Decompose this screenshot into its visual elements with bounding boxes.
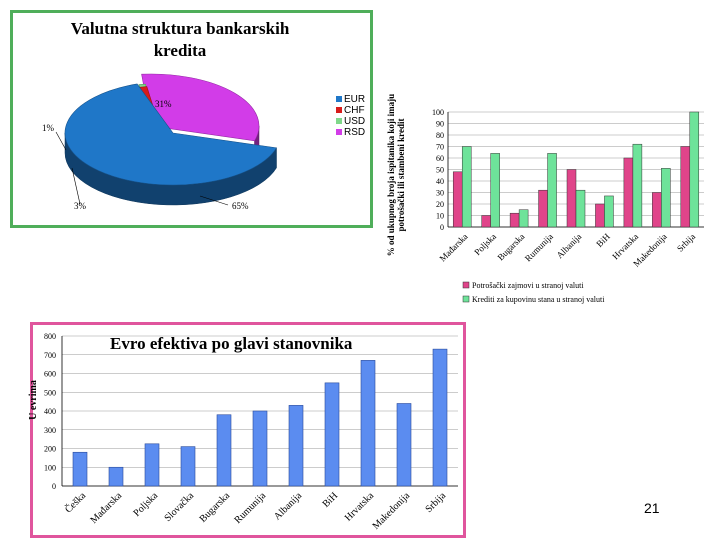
pie-label-eur: 65% xyxy=(232,201,249,211)
legend-entry-chf: CHF xyxy=(336,105,365,116)
legend-label: Potrošački zajmovi u stranoj valuti xyxy=(472,281,584,290)
y-tick-label: 100 xyxy=(44,463,56,472)
stambeni-bar-3 xyxy=(547,153,557,228)
evro-bar-6 xyxy=(288,405,304,487)
legend-label: EUR xyxy=(344,94,366,105)
evro-bar-1 xyxy=(108,466,124,487)
x-category-label: Albanija xyxy=(554,231,583,260)
stambeni-bar-7 xyxy=(661,168,671,228)
x-category-label: Bugarska xyxy=(495,231,526,262)
pie-slice-rsd xyxy=(141,73,260,142)
pie-label-usd: 1% xyxy=(42,123,55,133)
page-number: 21 xyxy=(644,500,660,516)
stambeni-bar-2 xyxy=(518,209,529,228)
x-category-label: Poljska xyxy=(472,231,498,257)
evro-bar-9 xyxy=(396,403,412,487)
potrosacki-bar-5 xyxy=(595,203,605,228)
y-tick-label: 700 xyxy=(44,351,56,360)
evro-bar-4 xyxy=(216,414,232,487)
evro-chart-ylabel: U evrima xyxy=(28,380,39,420)
legend-entry-eur: EUR xyxy=(336,94,365,105)
legend-entry-usd: USD xyxy=(336,116,365,127)
y-tick-label: 200 xyxy=(44,445,56,454)
potrosacki-bar-0 xyxy=(452,171,463,228)
evro-bar-7 xyxy=(324,382,340,487)
x-category-label: Rumunija xyxy=(523,231,555,263)
y-tick-label: 10 xyxy=(436,212,444,221)
stambeni-bar-4 xyxy=(575,189,586,228)
legend-label: RSD xyxy=(344,127,366,138)
x-category-label: Mađarska xyxy=(437,231,469,263)
pie-chart-title: Valutna struktura bankarskih kredita xyxy=(70,19,290,60)
legend-label: Krediti za kupovinu stana u stranoj valu… xyxy=(472,295,605,304)
legend-swatch xyxy=(462,295,470,303)
pie-chart-panel xyxy=(10,10,373,228)
legend-label: CHF xyxy=(344,105,365,116)
pie-leader-line xyxy=(55,131,67,151)
potrosacki-bar-7 xyxy=(652,192,662,228)
legend-entry-rsd: RSD xyxy=(336,127,365,138)
legend-swatch-usd xyxy=(336,118,342,125)
stambeni-bar-1 xyxy=(490,153,500,228)
y-tick-label: 70 xyxy=(436,143,444,152)
survey-chart-ylabel: % od ukupnog broja ispitanika koji imaju… xyxy=(386,93,406,257)
y-tick-label: 0 xyxy=(52,482,56,491)
legend-label: USD xyxy=(344,116,366,127)
potrosacki-bar-2 xyxy=(509,212,520,228)
evro-chart-title: Evro efektiva po glavi stanovnika xyxy=(110,334,353,353)
potrosacki-bar-4 xyxy=(566,169,577,228)
y-tick-label: 60 xyxy=(436,154,444,163)
pie-leader-line xyxy=(71,167,81,205)
potrosacki-bar-1 xyxy=(481,215,491,228)
pie-label-chf: 3% xyxy=(74,201,87,211)
pie-slice-eur xyxy=(64,83,277,186)
legend-swatch xyxy=(462,281,470,289)
stambeni-bar-8 xyxy=(689,111,700,228)
evro-bar-8 xyxy=(360,360,376,487)
stambeni-bar-5 xyxy=(604,195,614,228)
y-tick-label: 50 xyxy=(436,166,444,175)
y-tick-label: 500 xyxy=(44,388,56,397)
evro-bar-0 xyxy=(72,451,88,487)
y-tick-label: 90 xyxy=(436,120,444,129)
evro-bar-2 xyxy=(144,443,160,487)
potrosacki-bar-8 xyxy=(680,146,691,228)
pie-label-rsd: 31% xyxy=(155,99,172,109)
y-tick-label: 800 xyxy=(44,332,56,341)
evro-bar-5 xyxy=(252,410,268,487)
evro-bar-10 xyxy=(432,348,448,487)
potrosacki-bar-3 xyxy=(538,189,548,228)
y-tick-label: 600 xyxy=(44,370,56,379)
potrosacki-bar-6 xyxy=(623,157,634,228)
legend-swatch-chf xyxy=(336,107,342,114)
legend-swatch-eur xyxy=(336,96,342,103)
y-tick-label: 0 xyxy=(440,223,444,232)
pie-legend: EUR CHF USD RSD xyxy=(336,94,365,138)
y-tick-label: 20 xyxy=(436,200,444,209)
x-category-label: BiH xyxy=(594,231,612,249)
stambeni-bar-0 xyxy=(461,146,472,228)
y-tick-label: 300 xyxy=(44,426,56,435)
stambeni-bar-6 xyxy=(632,143,643,228)
y-tick-label: 80 xyxy=(436,131,444,140)
legend-swatch-rsd xyxy=(336,129,342,136)
evro-chart-panel xyxy=(30,322,466,538)
y-tick-label: 100 xyxy=(432,108,444,117)
y-tick-label: 30 xyxy=(436,189,444,198)
y-tick-label: 400 xyxy=(44,407,56,416)
pie-leader-line xyxy=(199,195,229,206)
y-tick-label: 40 xyxy=(436,177,444,186)
evro-bar-3 xyxy=(180,446,196,487)
x-category-label: Srbija xyxy=(675,231,697,253)
